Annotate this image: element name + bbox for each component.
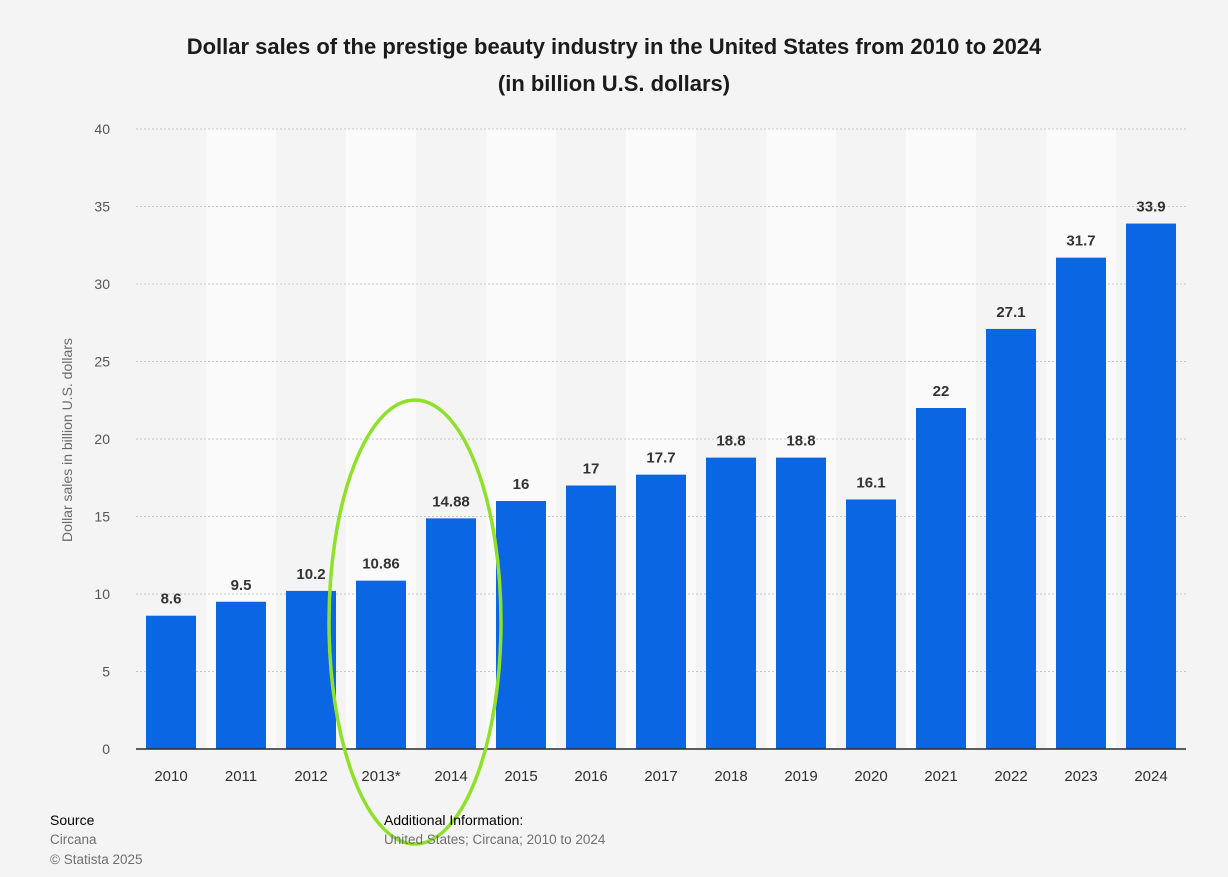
data-label: 14.88 [432, 493, 470, 510]
chart-title-block: Dollar sales of the prestige beauty indu… [0, 28, 1228, 102]
x-tick-label: 2012 [294, 768, 327, 785]
bar[interactable] [636, 474, 686, 749]
footer-source: Source Circana © Statista 2025 [50, 810, 143, 870]
x-tick-label: 2018 [714, 768, 747, 785]
data-label: 17 [583, 461, 600, 478]
data-label: 17.7 [646, 450, 675, 467]
data-label: 27.1 [996, 304, 1025, 321]
y-tick-label: 5 [102, 664, 110, 680]
footer-additional-info: Additional Information: United States; C… [384, 810, 605, 850]
x-tick-label: 2022 [994, 768, 1027, 785]
x-tick-label: 2024 [1134, 768, 1167, 785]
y-tick-label: 35 [94, 199, 110, 215]
x-tick-label: 2016 [574, 768, 607, 785]
bar[interactable] [986, 328, 1036, 749]
x-tick-label: 2015 [504, 768, 537, 785]
y-tick-label: 0 [102, 741, 110, 757]
x-tick-label: 2013* [361, 768, 400, 785]
x-tick-label: 2019 [784, 768, 817, 785]
data-label: 16.1 [856, 474, 885, 491]
data-label: 9.5 [231, 577, 252, 594]
bar[interactable] [1126, 223, 1176, 750]
data-label: 22 [933, 383, 950, 400]
y-axis-label: Dollar sales in billion U.S. dollars [59, 338, 75, 542]
data-label: 10.86 [362, 556, 400, 573]
bar[interactable] [216, 601, 266, 749]
bar[interactable] [146, 615, 196, 749]
data-label: 18.8 [786, 433, 815, 450]
bar[interactable] [356, 580, 406, 749]
data-label: 33.9 [1136, 199, 1165, 216]
bar[interactable] [916, 408, 966, 749]
data-label: 8.6 [161, 591, 182, 608]
x-tick-label: 2011 [225, 768, 257, 785]
data-label: 10.2 [296, 566, 325, 583]
y-tick-label: 25 [94, 354, 110, 370]
y-axis-ticks: 0 5 10 15 20 25 30 35 40 [94, 121, 110, 757]
chart-subtitle: (in billion U.S. dollars) [497, 71, 731, 96]
source-name[interactable]: Circana [50, 832, 97, 847]
x-tick-label: 2017 [644, 768, 677, 785]
x-tick-label: 2023 [1064, 768, 1097, 785]
y-tick-label: 30 [94, 276, 110, 292]
bar[interactable] [1056, 257, 1106, 749]
data-label: 31.7 [1066, 233, 1095, 250]
x-axis-ticks: 2010 2011 2012 2013* 2014 2015 2016 2017 2018 201… [154, 768, 1167, 785]
additional-info-heading: Additional Information: [384, 812, 524, 828]
bar[interactable] [426, 518, 476, 749]
y-tick-label: 10 [94, 586, 110, 602]
x-tick-label: 2021 [924, 768, 957, 785]
bar[interactable] [566, 485, 616, 750]
bar[interactable] [776, 457, 826, 749]
y-tick-label: 15 [94, 509, 110, 525]
additional-info-text: United States; Circana; 2010 to 2024 [384, 832, 606, 847]
chart-title: Dollar sales of the prestige beauty indu… [186, 34, 1042, 59]
bar[interactable] [846, 499, 896, 749]
highlight-ellipse [327, 398, 503, 846]
x-tick-label: 2020 [854, 768, 887, 785]
y-tick-label: 20 [94, 431, 110, 447]
x-tick-label: 2014 [434, 768, 467, 785]
x-tick-label: 2010 [154, 768, 187, 785]
data-labels: 8.6 9.5 10.2 10.86 14.88 16 17 17.7 18.8 18.8 16.1… [161, 199, 1166, 608]
data-label: 16 [513, 476, 530, 493]
copyright: © Statista 2025 [50, 852, 143, 867]
bar[interactable] [706, 457, 756, 749]
y-tick-label: 40 [94, 121, 110, 137]
bar[interactable] [496, 501, 546, 749]
source-heading: Source [50, 812, 95, 828]
data-label: 18.8 [716, 433, 745, 450]
